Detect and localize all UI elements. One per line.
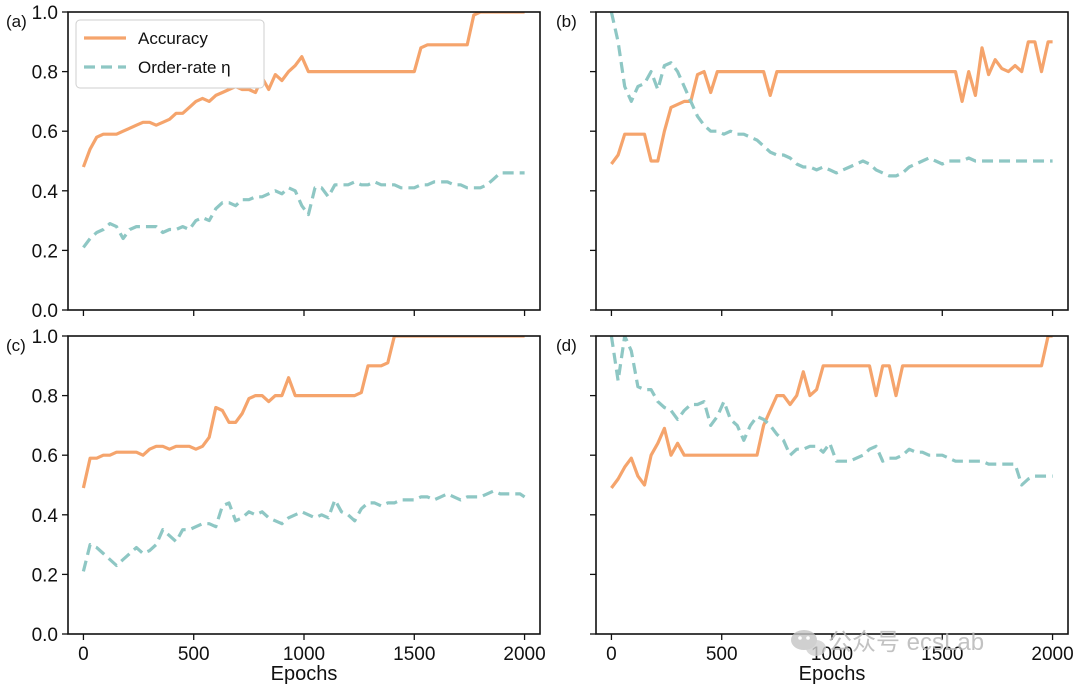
panel-letter: (d) — [556, 336, 577, 355]
x-tick-label: 0 — [78, 644, 89, 665]
x-tick-label: 0 — [606, 644, 617, 665]
x-tick-label: 500 — [178, 644, 210, 665]
y-tick-label: 0.2 — [32, 241, 58, 262]
y-tick-label: 0.2 — [32, 565, 58, 586]
x-axis-label: Epochs — [271, 663, 338, 685]
y-tick-label: 1.0 — [32, 327, 58, 348]
y-tick-label: 0.0 — [32, 301, 58, 322]
y-tick-label: 0.0 — [32, 625, 58, 646]
x-tick-label: 2000 — [503, 644, 545, 665]
x-axis-label: Epochs — [799, 663, 866, 685]
plot-frame — [595, 11, 1069, 311]
series-line-accuracy — [610, 40, 1053, 165]
x-tick-label: 1500 — [921, 644, 963, 665]
panels: 0.0 0.2 0.4 0.6 0.8 1.0 (a) Accuracy Order-rate … — [6, 3, 1074, 685]
y-tick-label: 0.8 — [32, 63, 58, 84]
legend-label: Accuracy — [138, 29, 208, 48]
y-tick-label: 0.4 — [32, 182, 59, 203]
series-line-accuracy — [81, 12, 525, 168]
x-tick-label: 1500 — [393, 644, 435, 665]
wechat-icon — [791, 630, 826, 656]
y-tick-label: 0.6 — [32, 122, 58, 143]
y-tick-label: 0.8 — [32, 387, 58, 408]
x-tick-label: 2000 — [1031, 644, 1073, 665]
y-tick-label: 0.6 — [32, 446, 58, 467]
plot-frame — [595, 335, 1069, 635]
y-tick-label: 0.4 — [32, 506, 59, 527]
watermark-text: 公众号 ecsLab — [828, 629, 984, 656]
y-tick-label: 1.0 — [32, 3, 58, 24]
x-tick-label: 1000 — [283, 644, 325, 665]
panel-1: (b) — [556, 11, 1069, 316]
panel-0: 0.0 0.2 0.4 0.6 0.8 1.0 (a) Accuracy Order-rate … — [6, 3, 541, 322]
panel-2: 0 500 1000 1500 2000 0.0 0.2 0.4 0.6 0.8 1.0 (c) Epo… — [6, 327, 546, 685]
panel-3: 0 500 1000 1500 2000(d)Epochs — [556, 335, 1074, 685]
panel-letter: (b) — [556, 12, 577, 31]
series-line-order-rate — [81, 489, 526, 572]
series-line-order-rate — [609, 336, 1053, 487]
legend: Accuracy Order-rate η — [75, 19, 265, 89]
plot-frame — [67, 335, 541, 635]
series-line-accuracy — [610, 336, 1053, 489]
panel-letter: (a) — [6, 12, 27, 31]
series-line-order-rate — [82, 171, 525, 249]
panel-letter: (c) — [6, 336, 26, 355]
watermark: 公众号 ecsLab — [791, 629, 984, 656]
legend-label: Order-rate η — [138, 58, 231, 77]
x-tick-label: 500 — [706, 644, 738, 665]
series-line-accuracy — [81, 336, 525, 489]
series-line-order-rate — [609, 12, 1053, 178]
